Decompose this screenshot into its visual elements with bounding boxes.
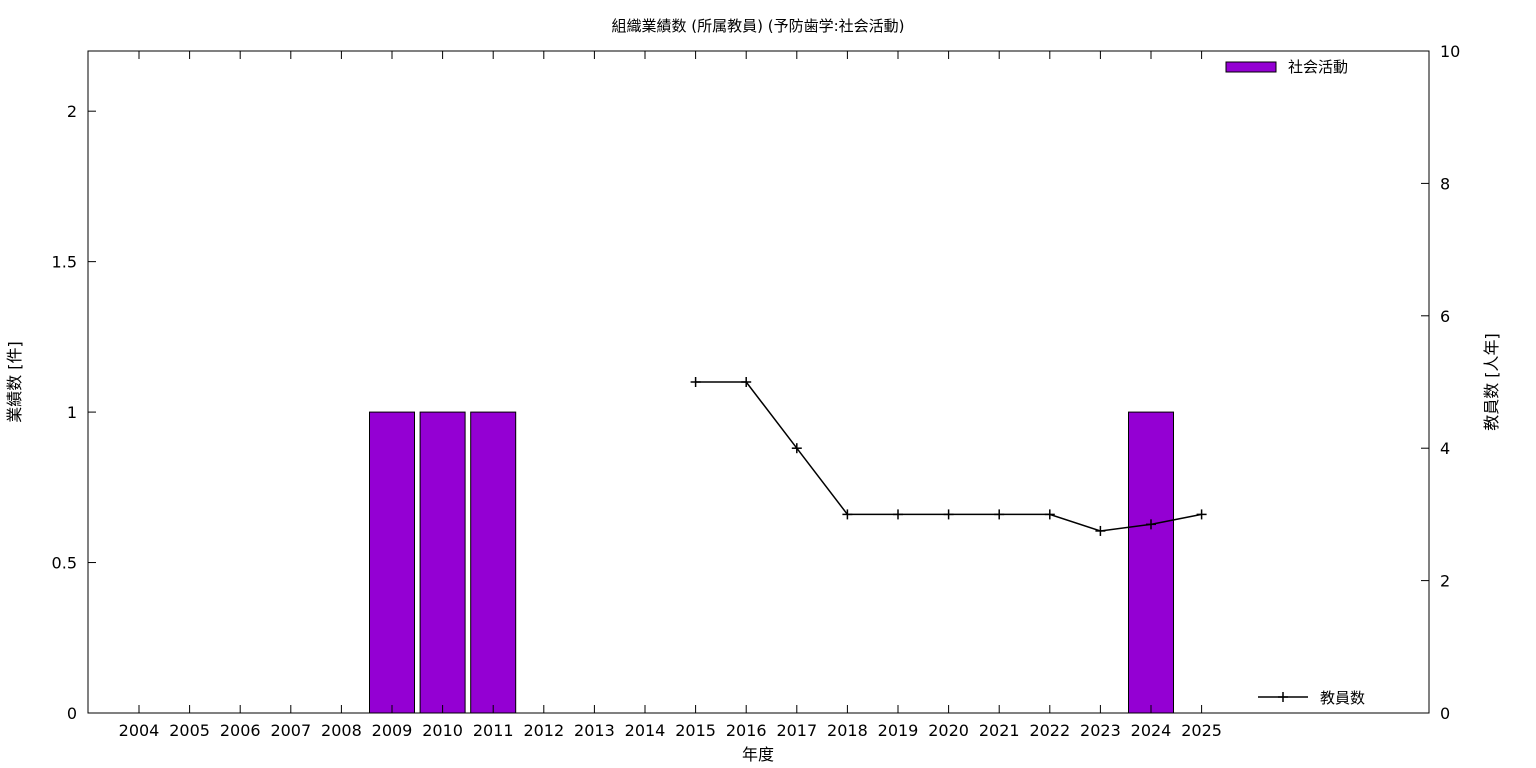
x-tick-label: 2021: [979, 721, 1020, 740]
x-tick-label: 2022: [1029, 721, 1070, 740]
x-tick-label: 2025: [1181, 721, 1222, 740]
y-axis-right: 0 2 4 6 8 10: [1421, 42, 1460, 723]
line-point-2015: [690, 377, 701, 387]
y-tick-label: 0: [67, 704, 77, 723]
x-tick-label: 2019: [878, 721, 919, 740]
line-series-group: [690, 377, 1207, 536]
x-tick-label: 2013: [574, 721, 615, 740]
bar-2010: [419, 411, 466, 714]
line-point-2016: [741, 377, 752, 387]
x-tick-label: 2023: [1080, 721, 1121, 740]
bar-2011: [470, 411, 517, 714]
legend-bar-label: 社会活動: [1288, 58, 1348, 76]
x-tick-label: 2018: [827, 721, 868, 740]
x-tick-label: 2007: [270, 721, 311, 740]
y-axis-label-left: 業績数 [件]: [5, 341, 24, 423]
x-tick-label: 2004: [119, 721, 160, 740]
x-tick-label: 2016: [726, 721, 767, 740]
legend-line: 教員数: [1258, 689, 1365, 707]
bar-2024: [1128, 411, 1174, 714]
line-point-2017: [791, 443, 802, 454]
x-tick-label: 2017: [776, 721, 817, 740]
x-tick-label: 2014: [625, 721, 666, 740]
y2-tick-label: 4: [1440, 439, 1450, 458]
line-point-2025: [1196, 509, 1207, 520]
line-point-2021: [994, 509, 1005, 520]
line-point-2023: [1095, 525, 1106, 536]
y2-tick-label: 0: [1440, 704, 1450, 723]
y2-tick-label: 2: [1440, 572, 1450, 591]
legend-line-label: 教員数: [1320, 689, 1365, 707]
line-point-2018: [842, 509, 853, 520]
line-point-2022: [1044, 509, 1055, 520]
line-point-2024: [1146, 519, 1156, 530]
x-tick-label: 2006: [220, 721, 261, 740]
x-axis: 2004 2005 2006 2007 2008 2009 2010 2011 2012 2013…: [119, 51, 1222, 740]
x-tick-label: 2009: [372, 721, 413, 740]
plot-frame: [87, 50, 1430, 714]
bar-2009: [369, 411, 415, 714]
y2-tick-label: 6: [1440, 307, 1450, 326]
y-tick-label: 0.5: [52, 554, 77, 573]
line-point-2019: [893, 509, 903, 520]
y-tick-label: 1.5: [52, 253, 77, 272]
legend-bar-swatch: [1225, 61, 1277, 73]
bar-group: [369, 411, 1174, 714]
x-axis-label: 年度: [742, 745, 774, 764]
x-tick-label: 2010: [422, 721, 463, 740]
y2-tick-label: 10: [1440, 42, 1460, 61]
y-tick-label: 1: [67, 403, 77, 422]
y2-tick-label: 8: [1440, 174, 1450, 193]
legend-bar: 社会活動: [1225, 58, 1348, 76]
x-tick-label: 2024: [1131, 721, 1172, 740]
y-tick-label: 2: [67, 102, 77, 121]
chart-title: 組織業績数 (所属教員) (予防歯学:社会活動): [612, 17, 905, 35]
y-axis-left: 0 0.5 1 1.5 2: [52, 102, 96, 723]
line-series-path: [695, 381, 1202, 532]
x-tick-label: 2008: [321, 721, 362, 740]
x-tick-label: 2015: [675, 721, 716, 740]
y-axis-label-right: 教員数 [人年]: [1482, 333, 1501, 431]
x-tick-label: 2020: [928, 721, 969, 740]
x-tick-label: 2011: [473, 721, 514, 740]
x-tick-label: 2012: [523, 721, 564, 740]
x-tick-label: 2005: [169, 721, 210, 740]
line-point-2020: [943, 509, 954, 520]
